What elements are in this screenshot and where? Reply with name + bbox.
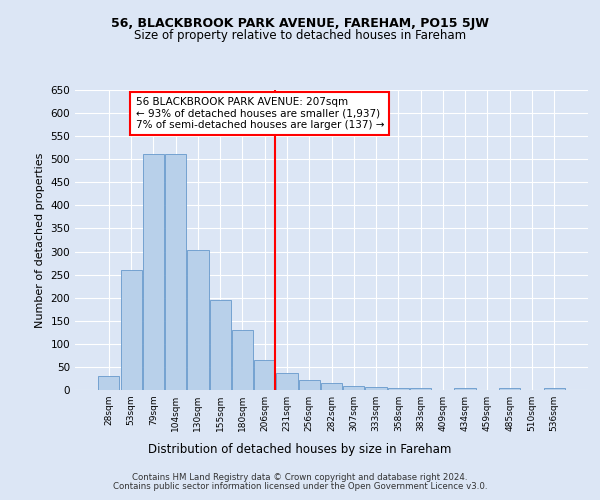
Bar	[454, 388, 476, 390]
Bar	[321, 383, 342, 390]
Bar	[209, 300, 231, 390]
Bar	[544, 388, 565, 390]
Text: Distribution of detached houses by size in Fareham: Distribution of detached houses by size …	[148, 442, 452, 456]
Text: Size of property relative to detached houses in Fareham: Size of property relative to detached ho…	[134, 29, 466, 42]
Bar	[410, 388, 431, 390]
Bar	[499, 388, 520, 390]
Bar	[299, 380, 320, 390]
Bar	[277, 373, 298, 390]
Text: Contains HM Land Registry data © Crown copyright and database right 2024.: Contains HM Land Registry data © Crown c…	[132, 472, 468, 482]
Bar	[143, 154, 164, 390]
Bar	[165, 154, 186, 390]
Bar	[365, 387, 386, 390]
Bar	[98, 376, 119, 390]
Text: 56, BLACKBROOK PARK AVENUE, FAREHAM, PO15 5JW: 56, BLACKBROOK PARK AVENUE, FAREHAM, PO1…	[111, 18, 489, 30]
Bar	[121, 270, 142, 390]
Y-axis label: Number of detached properties: Number of detached properties	[35, 152, 45, 328]
Text: Contains public sector information licensed under the Open Government Licence v3: Contains public sector information licen…	[113, 482, 487, 491]
Text: 56 BLACKBROOK PARK AVENUE: 207sqm
← 93% of detached houses are smaller (1,937)
7: 56 BLACKBROOK PARK AVENUE: 207sqm ← 93% …	[136, 97, 384, 130]
Bar	[254, 360, 275, 390]
Bar	[232, 330, 253, 390]
Bar	[187, 250, 209, 390]
Bar	[388, 388, 409, 390]
Bar	[343, 386, 364, 390]
